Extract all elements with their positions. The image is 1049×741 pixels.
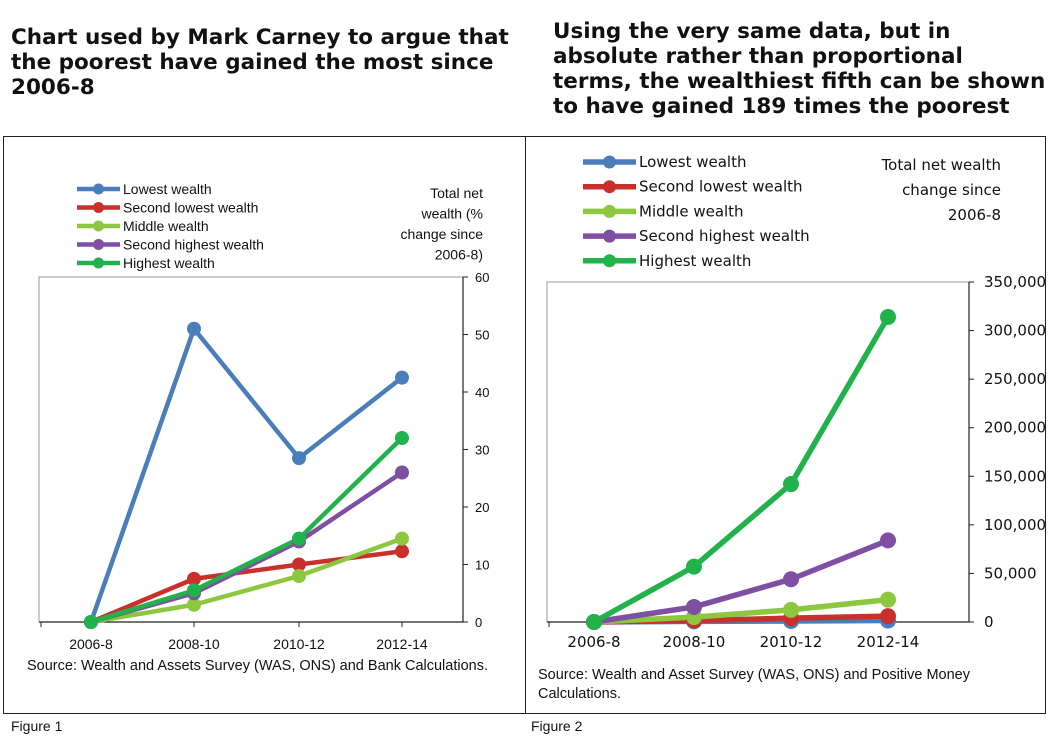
series-line (591, 596, 891, 625)
x-tick-label: 2012-14 (376, 636, 428, 652)
y-axis-title-line: Total net wealth (881, 156, 1001, 174)
source-note-1: Source: Wealth and Assets Survey (WAS, O… (27, 658, 488, 674)
legend-label: Highest wealth (123, 255, 215, 271)
x-tick-label: 2008-10 (168, 636, 220, 652)
data-point (395, 465, 409, 480)
figure-2-panel: 0 50,000 100,000 150,000 200,000 250,000 300,0… (525, 136, 1046, 714)
data-point (187, 321, 201, 336)
y-tick-label: 0 (475, 615, 482, 630)
legend-label: Lowest wealth (639, 153, 746, 171)
y-axis-title-line: 2006-8) (435, 247, 483, 263)
y-tick-label: 10 (475, 558, 489, 573)
series-line (591, 537, 891, 625)
y-tick-label: 100,000 (984, 516, 1046, 534)
data-point (84, 615, 98, 629)
legend-label: Second highest wealth (123, 237, 264, 253)
legend-swatch-marker (603, 254, 616, 268)
x-tick-label: 2006-8 (567, 633, 620, 651)
legend-label: Second highest wealth (639, 227, 810, 245)
y-tick-label: 300,000 (984, 322, 1046, 340)
y-axis-title-line: 2006-8 (948, 206, 1001, 224)
series-line (88, 536, 405, 625)
figure-1-label: Figure 1 (11, 718, 63, 734)
legend-label: Middle wealth (123, 218, 209, 234)
legend-swatch-marker (93, 183, 104, 195)
legend-swatch-marker (93, 239, 104, 250)
legend-label: Second lowest wealth (639, 178, 803, 196)
x-tick-label: 2010-12 (760, 633, 823, 651)
x-tick-label: 2008-10 (663, 633, 726, 651)
data-point (880, 532, 896, 549)
data-point (783, 601, 799, 618)
data-point (187, 597, 201, 612)
figure-1-panel: 0 10 20 30 40 50 60 2006-8 2008-10 2010-12 2012-14… (3, 136, 525, 714)
data-point (187, 583, 201, 598)
data-point (783, 476, 799, 493)
legend-swatch-marker (93, 220, 104, 232)
data-point (783, 571, 799, 588)
data-point (292, 451, 306, 466)
data-point (880, 608, 896, 625)
data-point (586, 614, 602, 630)
chart-1: 0 10 20 30 40 50 60 2006-8 2008-10 2010-12 2012-14… (38, 181, 489, 652)
x-tick-label: 2012-14 (857, 633, 920, 651)
x-tick-label: 2010-12 (273, 636, 325, 652)
y-tick-label: 150,000 (984, 467, 1046, 485)
data-point (686, 558, 702, 575)
y-axis-title-line: wealth (% (421, 206, 483, 222)
legend-swatch-marker (603, 180, 616, 194)
legend-swatch-marker (93, 202, 104, 213)
chart-2: 0 50,000 100,000 150,000 200,000 250,000 300,0… (546, 153, 1046, 651)
series-line (88, 549, 405, 625)
right-heading: Using the very same data, but in absolut… (553, 19, 1046, 119)
x-tick-label: 2006-8 (69, 636, 113, 652)
y-tick-label: 60 (475, 270, 489, 285)
plot-frame (546, 281, 970, 623)
legend-label: Highest wealth (639, 252, 751, 270)
data-point (395, 370, 409, 385)
data-point (686, 598, 702, 615)
data-point (880, 308, 896, 325)
data-point (292, 557, 306, 572)
legend-swatch-marker (603, 155, 616, 169)
data-point (187, 571, 201, 586)
y-tick-label: 50,000 (984, 564, 1037, 582)
left-heading: Chart used by Mark Carney to argue that … (11, 25, 509, 100)
y-tick-label: 40 (475, 385, 489, 400)
y-tick-label: 250,000 (984, 370, 1046, 388)
legend-swatch-marker (93, 257, 104, 269)
data-point (292, 569, 306, 583)
y-tick-label: 350,000 (984, 273, 1046, 291)
y-tick-label: 50 (475, 328, 489, 343)
y-tick-label: 30 (475, 443, 489, 458)
data-point (395, 431, 409, 445)
legend-swatch-marker (603, 204, 616, 218)
legend-label: Lowest wealth (123, 181, 212, 197)
data-point (880, 591, 896, 608)
y-tick-label: 0 (984, 613, 994, 631)
y-axis-title-line: change since (902, 181, 1001, 199)
series-line (88, 326, 405, 625)
data-point (395, 531, 409, 546)
data-point (292, 531, 306, 546)
source-note-2: Source: Wealth and Asset Survey (WAS, ON… (538, 667, 970, 702)
data-point (395, 544, 409, 559)
y-axis-title-line: Total net (430, 185, 483, 201)
series-line (88, 435, 405, 625)
legend-label: Middle wealth (639, 202, 744, 220)
legend-label: Second lowest wealth (123, 200, 258, 216)
y-tick-label: 200,000 (984, 419, 1046, 437)
figure-2-label: Figure 2 (531, 718, 583, 734)
y-tick-label: 20 (475, 500, 489, 515)
y-axis-title-line: change since (400, 226, 483, 242)
legend-swatch-marker (603, 229, 616, 243)
series-line (591, 314, 891, 625)
